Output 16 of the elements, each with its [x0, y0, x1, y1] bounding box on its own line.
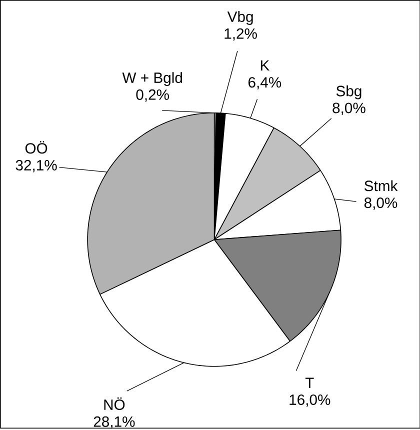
data-label: 1,2%	[224, 28, 257, 41]
slice-label: K	[260, 60, 270, 71]
slice-label: NÖ	[104, 397, 124, 410]
slice-label: Vbg	[227, 11, 253, 25]
data-label: 0,2%	[136, 89, 169, 102]
slice-label: W + Bgld	[122, 72, 182, 86]
data-label: 8,0%	[332, 102, 366, 115]
data-label: 16,0%	[289, 394, 330, 407]
data-label: 8,0%	[364, 198, 397, 210]
data-label: 32,1%	[16, 160, 57, 172]
slice-label: Sbg	[336, 85, 362, 100]
slice-label: OÖ	[25, 141, 47, 154]
slice-label: T	[305, 378, 314, 388]
slice-label: Stmk	[364, 180, 398, 192]
data-label: 6,4%	[248, 77, 281, 90]
data-label: 28,1%	[94, 416, 134, 429]
